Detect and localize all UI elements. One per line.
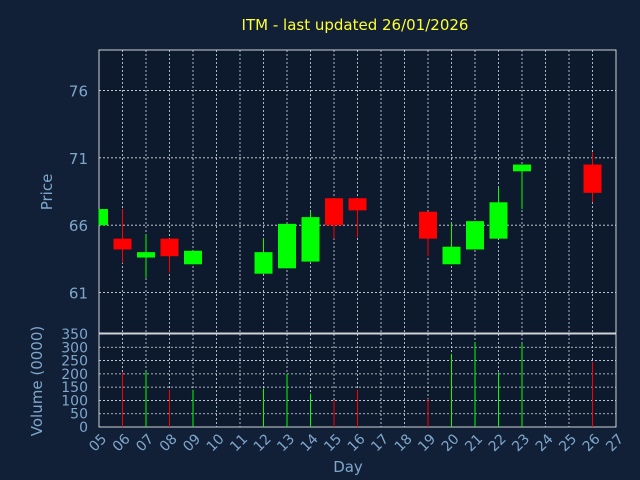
x-tick-label: 23	[509, 431, 533, 455]
x-tick-label: 25	[556, 431, 580, 455]
candle-body	[489, 202, 508, 239]
candle-body	[254, 252, 273, 274]
candle-body	[137, 252, 155, 258]
candle-day-15	[325, 198, 343, 239]
x-tick-label: 24	[533, 431, 557, 455]
candle-body	[160, 238, 179, 257]
volume-y-tick-label: 300	[61, 340, 88, 356]
chart-title: ITM - last updated 26/01/2026	[242, 16, 469, 34]
candle-body	[442, 246, 461, 265]
volume-axis-label: Volume (0000)	[28, 326, 46, 436]
candle-day-19	[419, 211, 437, 257]
x-tick-label: 09	[180, 431, 204, 455]
volume-y-tick-label: 50	[70, 407, 88, 423]
volume-y-tick-label: 350	[61, 327, 88, 343]
x-tick-label: 22	[486, 431, 510, 455]
candle-body	[99, 209, 108, 226]
candle-body	[513, 164, 531, 172]
x-tick-label: 07	[133, 431, 157, 455]
x-tick-label: 05	[86, 431, 110, 455]
candle-day-23	[513, 164, 531, 210]
candle-day-12	[254, 238, 273, 274]
x-tick-label: 06	[110, 431, 134, 455]
x-tick-label: 10	[204, 431, 228, 455]
candle-day-6	[113, 209, 132, 263]
candle-day-22	[489, 187, 508, 239]
candle-day-7	[137, 234, 155, 278]
price-y-tick-label: 66	[69, 217, 88, 235]
candle-body	[348, 198, 367, 211]
candle-day-8	[160, 238, 179, 273]
price-y-tick-label: 76	[69, 82, 88, 100]
x-tick-label: 13	[274, 431, 298, 455]
candle-day-5	[98, 209, 108, 226]
x-tick-label: 15	[321, 431, 345, 455]
price-y-tick-label: 61	[69, 285, 88, 303]
price-y-tick-label: 71	[69, 150, 88, 168]
candle-body	[583, 164, 602, 193]
candle-body	[325, 198, 343, 226]
candlestick-series	[98, 152, 602, 278]
price-axis-label: Price	[38, 174, 56, 211]
candle-day-21	[466, 221, 484, 250]
x-tick-label: 14	[298, 431, 322, 455]
candle-day-14	[301, 211, 320, 262]
candle-day-16	[348, 198, 367, 238]
candle-day-26	[583, 152, 602, 203]
volume-y-tick-label: 250	[61, 354, 88, 370]
x-tick-label: 27	[603, 431, 627, 455]
candle-body	[184, 250, 202, 265]
candle-body	[466, 221, 484, 250]
volume-series	[122, 341, 593, 427]
x-tick-label: 17	[368, 431, 392, 455]
candle-day-9	[184, 250, 202, 265]
x-ticks: 05 06 07 08 09 10 11 12 13 14 15 16 17 18 19 20 21 22 23 24…	[86, 431, 627, 455]
candle-day-20	[442, 222, 461, 265]
x-axis-label: Day	[333, 458, 363, 476]
volume-y-tick-label: 0	[79, 420, 88, 436]
price-grid	[99, 50, 616, 333]
x-tick-label: 12	[251, 431, 275, 455]
candle-body	[419, 211, 437, 239]
volume-y-tick-label: 200	[61, 367, 88, 383]
volume-y-tick-label: 100	[61, 393, 88, 409]
x-tick-label: 16	[345, 431, 369, 455]
x-tick-label: 18	[392, 431, 416, 455]
x-tick-label: 19	[415, 431, 439, 455]
price-y-ticks: 61 66 71 76	[69, 82, 88, 302]
x-tick-label: 21	[462, 431, 486, 455]
candle-body	[278, 223, 296, 269]
x-tick-label: 20	[439, 431, 463, 455]
x-tick-label: 26	[580, 431, 604, 455]
candle-body	[113, 238, 132, 250]
x-tick-label: 08	[157, 431, 181, 455]
candle-body	[301, 217, 320, 262]
volume-y-tick-label: 150	[61, 380, 88, 396]
candle-day-13	[278, 223, 296, 269]
x-tick-label: 11	[227, 431, 251, 455]
